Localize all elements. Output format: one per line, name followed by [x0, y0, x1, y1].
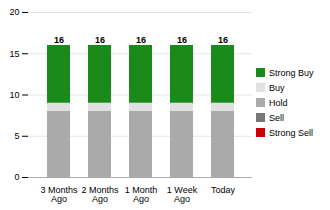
svg-text:Today: Today [211, 185, 236, 195]
svg-text:16: 16 [218, 35, 228, 45]
svg-text:20: 20 [9, 7, 19, 17]
svg-text:16: 16 [95, 35, 105, 45]
svg-text:2 MonthsAgo: 2 MonthsAgo [81, 185, 119, 204]
svg-text:0: 0 [14, 172, 19, 182]
svg-text:1 WeekAgo: 1 WeekAgo [167, 185, 198, 204]
svg-text:16: 16 [54, 35, 64, 45]
svg-text:16: 16 [136, 35, 146, 45]
svg-text:15: 15 [9, 49, 19, 59]
html-text:Buy: Buy [269, 82, 285, 93]
html-text:Strong Buy: Strong Buy [269, 67, 314, 78]
svg-text:3 MonthsAgo: 3 MonthsAgo [40, 185, 78, 204]
html-text:Strong Sell: Strong Sell [269, 127, 313, 138]
html-text:Sell: Sell [269, 112, 284, 123]
svg-text:1 MonthAgo: 1 MonthAgo [125, 185, 158, 204]
html-text:Hold: Hold [269, 97, 288, 108]
svg-text:10: 10 [9, 90, 19, 100]
svg-text:5: 5 [14, 131, 19, 141]
svg-text:16: 16 [177, 35, 187, 45]
